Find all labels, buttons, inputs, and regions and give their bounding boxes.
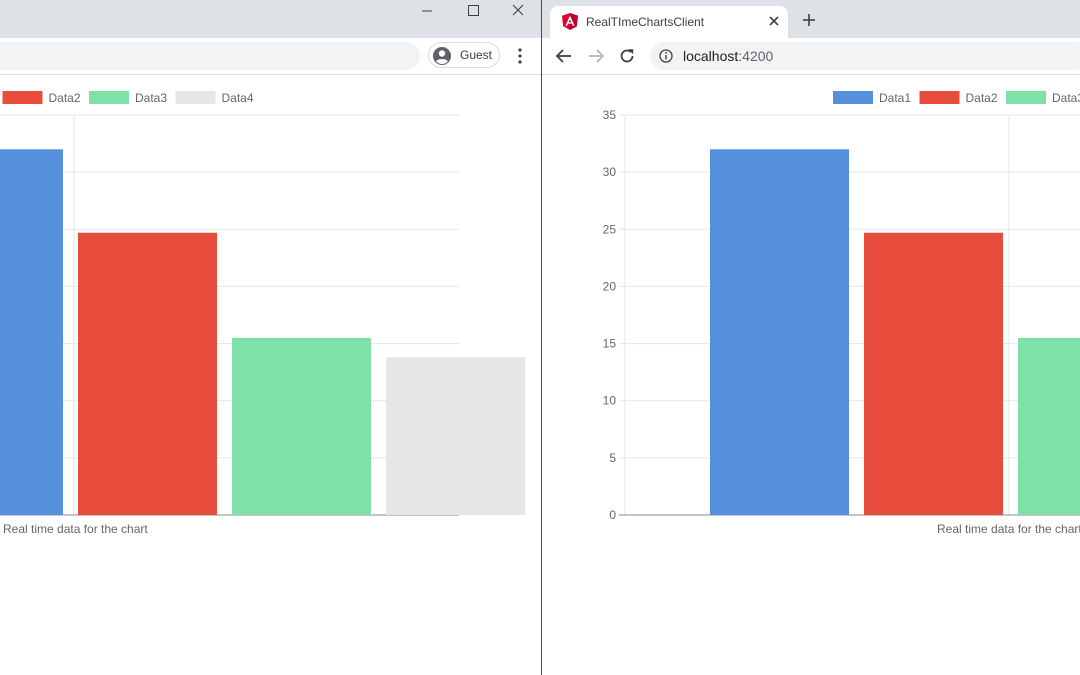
legend-label: Data1 (879, 91, 911, 105)
bar-data1 (710, 149, 849, 515)
right-page-content: 0 5 10 15 20 25 30 35 Real time data for the cha… (542, 75, 1080, 675)
address-bar[interactable]: localhost:4200 (650, 42, 1080, 70)
minimize-icon[interactable] (404, 0, 450, 24)
arrow-left-icon[interactable] (554, 46, 574, 66)
left-toolbar: Guest (0, 38, 541, 75)
y-tick-label: 0 (609, 508, 616, 522)
window-divider (541, 0, 542, 675)
legend-swatch (89, 91, 129, 104)
info-icon[interactable] (659, 49, 673, 63)
maximize-icon[interactable] (450, 0, 496, 24)
y-tick-label: 30 (603, 165, 617, 179)
bar-data2 (864, 232, 1003, 515)
url-host: localhost (683, 48, 739, 64)
more-vert-icon[interactable] (510, 44, 530, 68)
legend-swatch (1006, 91, 1046, 104)
bar-data4 (386, 357, 525, 515)
y-tick-label: 35 (603, 108, 617, 122)
y-tick-label: 10 (603, 394, 617, 408)
left-bar-chart: Real time data for the chartData1Data2Da… (0, 91, 525, 536)
y-tick-label: 25 (603, 222, 617, 236)
reload-icon[interactable] (617, 46, 637, 66)
left-tabstrip (0, 0, 541, 38)
close-icon[interactable] (766, 13, 782, 29)
right-tabstrip: RealTImeChartsClient (542, 0, 1080, 38)
legend-label: Data2 (49, 91, 81, 105)
legend-label: Data2 (966, 91, 998, 105)
url-port: :4200 (738, 48, 774, 64)
arrow-right-icon[interactable] (586, 46, 606, 66)
url-text[interactable]: localhost:4200 (683, 48, 773, 64)
address-bar[interactable] (0, 42, 420, 70)
left-page-content: Real time data for the chartData1Data2Da… (0, 75, 541, 675)
legend-swatch (2, 91, 43, 104)
y-tick-label: 15 (603, 337, 617, 351)
right-browser-window: RealTImeChartsClient (542, 0, 1080, 675)
bar-data3 (232, 337, 371, 515)
bar-data2 (78, 232, 217, 515)
tab-title: RealTImeChartsClient (586, 15, 705, 29)
close-icon[interactable] (495, 0, 541, 24)
angular-logo-icon (562, 13, 578, 30)
x-axis-label: Real time data for the chart (937, 522, 1080, 536)
bar-data3 (1018, 337, 1080, 515)
legend-label: Data4 (222, 91, 254, 105)
y-tick-label: 20 (603, 279, 617, 293)
legend-label: Data3 (135, 91, 167, 105)
account-circle-icon (433, 47, 451, 65)
right-toolbar: localhost:4200 (542, 38, 1080, 75)
legend-swatch (175, 91, 216, 104)
right-bar-chart: 0 5 10 15 20 25 30 35 Real time data for the cha… (603, 91, 1080, 536)
bar-data1 (0, 149, 63, 515)
y-tick-label: 5 (609, 451, 616, 465)
profile-button[interactable]: Guest (428, 42, 500, 68)
plus-icon[interactable] (800, 11, 818, 29)
x-axis-label: Real time data for the chart (3, 522, 148, 536)
left-browser-window: Guest Real time data for the chartData1D… (0, 0, 541, 675)
browser-tab[interactable]: RealTImeChartsClient (550, 6, 788, 38)
profile-label: Guest (460, 48, 493, 62)
legend-label: Data3 (1052, 91, 1080, 105)
legend-swatch (833, 91, 873, 104)
legend-swatch (919, 91, 960, 104)
